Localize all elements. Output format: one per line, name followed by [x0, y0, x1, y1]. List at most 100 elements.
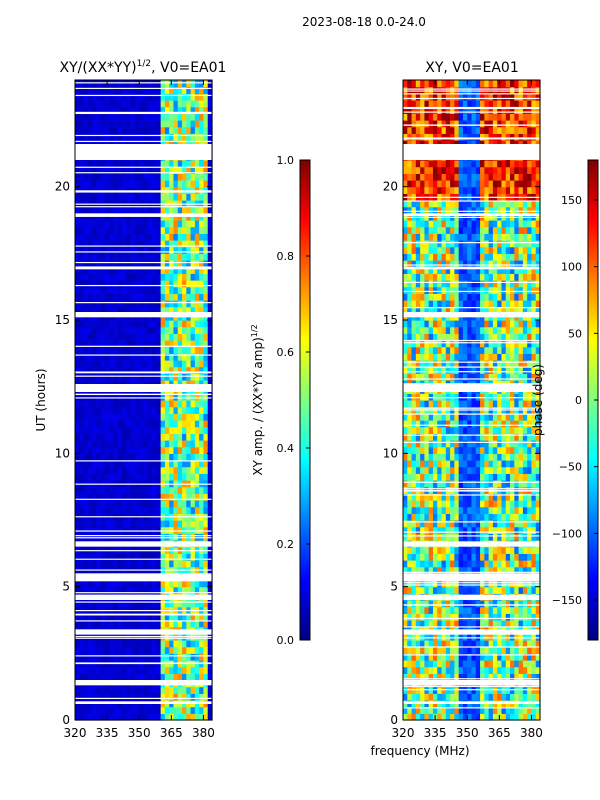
- heatmap-cell: [75, 160, 80, 168]
- heatmap-cell: [122, 233, 127, 241]
- heatmap-cell: [122, 520, 127, 528]
- heatmap-cell: [428, 653, 434, 661]
- heatmap-cell: [407, 373, 413, 381]
- heatmap-cell: [139, 160, 145, 168]
- heatmap-cell: [182, 460, 187, 468]
- heatmap-cell: [471, 713, 477, 721]
- heatmap-cell: [510, 693, 515, 701]
- flagged-line: [75, 206, 212, 208]
- heatmap-cell: [441, 420, 447, 428]
- heatmap-cell: [79, 393, 85, 401]
- heatmap-cell: [203, 253, 209, 261]
- heatmap-cell: [164, 293, 170, 301]
- heatmap-cell: [147, 706, 153, 714]
- heatmap-cell: [139, 226, 145, 234]
- heatmap-cell: [480, 373, 485, 381]
- heatmap-cell: [134, 553, 140, 561]
- heatmap-cell: [514, 426, 520, 434]
- heatmap-cell: [194, 226, 200, 234]
- heatmap-cell: [156, 600, 162, 608]
- heatmap-cell: [522, 393, 528, 401]
- heatmap-cell: [190, 286, 196, 294]
- heatmap-cell: [152, 206, 157, 214]
- heatmap-cell: [113, 640, 119, 648]
- heatmap-cell: [92, 526, 98, 534]
- heatmap-cell: [190, 360, 196, 368]
- heatmap-cell: [83, 446, 89, 454]
- heatmap-cell: [126, 246, 132, 254]
- heatmap-cell: [194, 420, 200, 428]
- heatmap-cell: [207, 300, 213, 308]
- heatmap-cell: [130, 320, 136, 328]
- heatmap-cell: [531, 373, 537, 381]
- heatmap-cell: [100, 280, 106, 288]
- heatmap-cell: [75, 333, 80, 341]
- heatmap-cell: [147, 653, 153, 661]
- heatmap-cell: [207, 180, 213, 188]
- heatmap-cell: [100, 166, 106, 174]
- heatmap-cell: [83, 613, 89, 621]
- heatmap-cell: [403, 553, 408, 561]
- heatmap-cell: [100, 586, 106, 594]
- heatmap-cell: [505, 566, 511, 574]
- heatmap-cell: [75, 233, 80, 241]
- heatmap-cell: [484, 393, 490, 401]
- heatmap-cell: [501, 600, 507, 608]
- heatmap-cell: [104, 460, 110, 468]
- heatmap-cell: [186, 260, 192, 268]
- heatmap-cell: [109, 493, 115, 501]
- heatmap-cell: [186, 613, 192, 621]
- heatmap-cell: [147, 246, 153, 254]
- flagged-line: [75, 577, 212, 579]
- heatmap-cell: [501, 666, 507, 674]
- heatmap-cell: [173, 460, 179, 468]
- heatmap-cell: [411, 600, 417, 608]
- heatmap-cell: [83, 406, 89, 414]
- heatmap-cell: [403, 340, 408, 348]
- heatmap-cell: [104, 613, 110, 621]
- heatmap-cell: [454, 686, 460, 694]
- heatmap-cell: [104, 286, 110, 294]
- heatmap-cell: [488, 513, 494, 521]
- heatmap-cell: [87, 220, 93, 228]
- heatmap-cell: [450, 506, 455, 514]
- heatmap-cell: [492, 413, 498, 421]
- heatmap-cell: [199, 486, 205, 494]
- heatmap-cell: [113, 500, 119, 508]
- heatmap-cell: [484, 633, 490, 641]
- heatmap-cell: [203, 620, 209, 628]
- heatmap-cell: [143, 360, 149, 368]
- heatmap-cell: [424, 446, 430, 454]
- heatmap-cell: [403, 646, 408, 654]
- heatmap-cell: [190, 206, 196, 214]
- heatmap-cell: [403, 606, 408, 614]
- heatmap-cell: [432, 580, 438, 588]
- heatmap-cell: [100, 400, 106, 408]
- heatmap-cell: [501, 506, 507, 514]
- heatmap-cell: [411, 560, 417, 568]
- heatmap-cell: [169, 520, 175, 528]
- heatmap-cell: [458, 666, 464, 674]
- heatmap-cell: [113, 620, 119, 628]
- heatmap-cell: [415, 533, 421, 541]
- heatmap-cell: [164, 586, 170, 594]
- heatmap-cell: [531, 660, 537, 668]
- heatmap-cell: [147, 86, 153, 94]
- heatmap-cell: [467, 460, 473, 468]
- heatmap-cell: [467, 453, 473, 461]
- heatmap-cell: [450, 420, 455, 428]
- heatmap-cell: [169, 526, 175, 534]
- heatmap-cell: [139, 406, 145, 414]
- heatmap-cell: [492, 400, 498, 408]
- heatmap-cell: [109, 673, 115, 681]
- heatmap-cell: [104, 473, 110, 481]
- heatmap-cell: [194, 613, 200, 621]
- heatmap-cell: [471, 446, 477, 454]
- heatmap-cell: [79, 346, 85, 354]
- heatmap-cell: [475, 353, 481, 361]
- heatmap-cell: [527, 553, 533, 561]
- heatmap-cell: [505, 546, 511, 554]
- heatmap-cell: [194, 173, 200, 181]
- heatmap-cell: [139, 80, 145, 88]
- heatmap-cell: [407, 360, 413, 368]
